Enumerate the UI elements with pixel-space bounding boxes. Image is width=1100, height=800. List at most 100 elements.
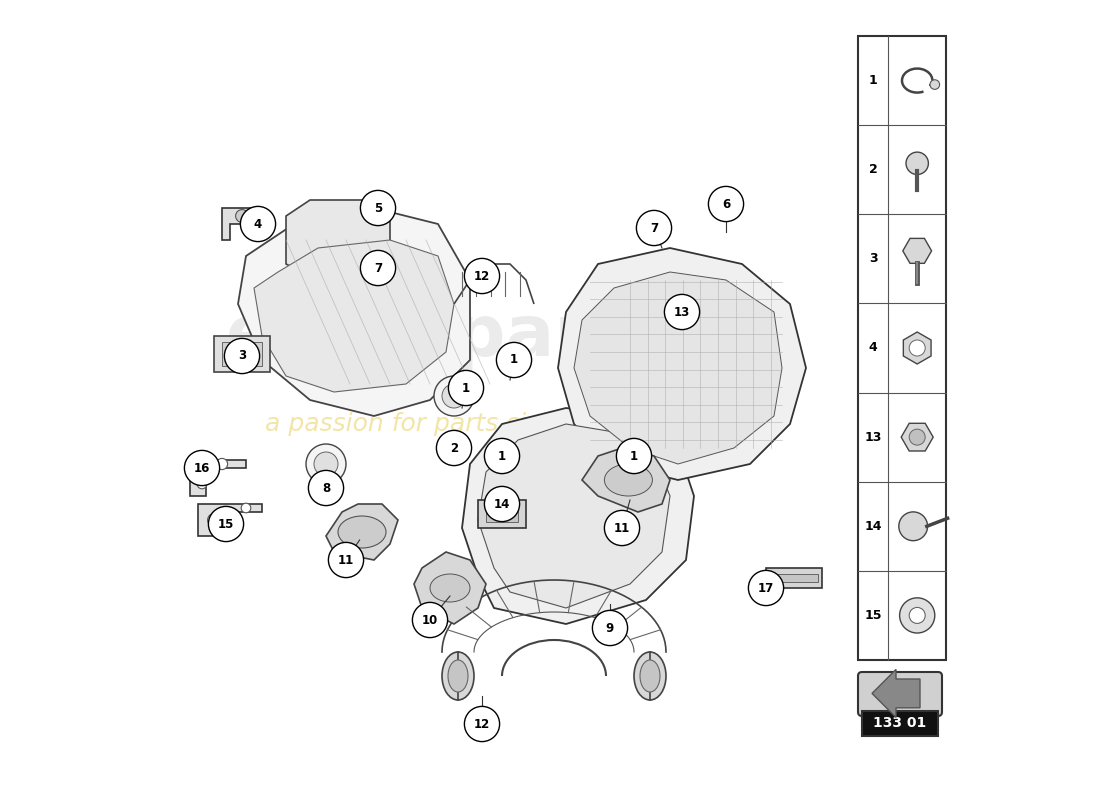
Text: eurospares: eurospares [226, 302, 682, 370]
Text: 5: 5 [374, 202, 382, 214]
FancyBboxPatch shape [858, 672, 942, 716]
Circle shape [208, 506, 243, 542]
Circle shape [437, 430, 472, 466]
Circle shape [412, 602, 448, 638]
Text: 14: 14 [494, 498, 510, 510]
Polygon shape [766, 568, 822, 588]
Circle shape [235, 210, 249, 222]
Polygon shape [903, 238, 932, 263]
Circle shape [616, 438, 651, 474]
Polygon shape [238, 208, 470, 416]
Text: a passion for parts since 1985: a passion for parts since 1985 [265, 412, 642, 436]
Circle shape [434, 376, 474, 416]
Polygon shape [326, 504, 398, 560]
Polygon shape [462, 408, 694, 624]
Text: 4: 4 [869, 342, 878, 354]
Polygon shape [574, 272, 782, 464]
Text: 8: 8 [322, 482, 330, 494]
Text: 6: 6 [722, 198, 730, 210]
Polygon shape [558, 248, 806, 480]
Circle shape [314, 452, 338, 476]
Circle shape [708, 186, 744, 222]
Circle shape [604, 510, 639, 546]
Text: 11: 11 [338, 554, 354, 566]
Circle shape [930, 80, 939, 90]
Text: 16: 16 [194, 462, 210, 474]
FancyBboxPatch shape [858, 36, 946, 660]
Ellipse shape [634, 652, 665, 700]
Circle shape [442, 384, 466, 408]
Ellipse shape [430, 574, 470, 602]
Text: 12: 12 [474, 270, 491, 282]
Polygon shape [478, 500, 526, 528]
Polygon shape [872, 670, 920, 718]
Circle shape [241, 503, 251, 513]
Text: 15: 15 [865, 609, 882, 622]
Text: 2: 2 [869, 163, 878, 176]
Ellipse shape [442, 652, 474, 700]
Ellipse shape [448, 660, 468, 692]
Polygon shape [903, 332, 931, 364]
Text: 13: 13 [865, 430, 882, 444]
Polygon shape [286, 200, 390, 276]
Polygon shape [190, 460, 246, 496]
Circle shape [361, 250, 396, 286]
Polygon shape [478, 424, 670, 608]
Text: 7: 7 [650, 222, 658, 234]
Polygon shape [414, 552, 486, 624]
Text: 9: 9 [606, 622, 614, 634]
Circle shape [224, 338, 260, 374]
Circle shape [899, 512, 927, 541]
Text: 14: 14 [865, 520, 882, 533]
Polygon shape [222, 342, 262, 366]
Circle shape [484, 438, 519, 474]
Text: 3: 3 [238, 350, 246, 362]
Polygon shape [901, 423, 933, 451]
Circle shape [185, 450, 220, 486]
Circle shape [496, 342, 531, 378]
Text: 1: 1 [498, 450, 506, 462]
Text: 13: 13 [674, 306, 690, 318]
Text: 10: 10 [422, 614, 438, 626]
Polygon shape [222, 208, 262, 240]
Circle shape [464, 258, 499, 294]
Circle shape [217, 458, 228, 470]
Polygon shape [254, 240, 454, 392]
Circle shape [329, 542, 364, 578]
Text: 1: 1 [462, 382, 470, 394]
Circle shape [197, 479, 207, 489]
Circle shape [208, 514, 220, 526]
Text: 1: 1 [510, 354, 518, 366]
Circle shape [910, 429, 925, 445]
Ellipse shape [640, 660, 660, 692]
Text: 3: 3 [869, 252, 878, 266]
Polygon shape [486, 506, 518, 522]
Circle shape [306, 444, 346, 484]
Text: 17: 17 [758, 582, 774, 594]
Text: 2: 2 [450, 442, 458, 454]
Circle shape [484, 486, 519, 522]
Circle shape [906, 152, 928, 174]
Ellipse shape [604, 464, 652, 496]
Circle shape [464, 706, 499, 742]
Circle shape [241, 206, 276, 242]
Text: 12: 12 [474, 718, 491, 730]
Circle shape [910, 607, 925, 623]
Circle shape [664, 294, 700, 330]
Polygon shape [582, 448, 670, 512]
Polygon shape [198, 504, 262, 536]
Circle shape [910, 340, 925, 356]
Circle shape [637, 210, 672, 246]
Polygon shape [214, 336, 270, 372]
Text: 4: 4 [254, 218, 262, 230]
Circle shape [748, 570, 783, 606]
Circle shape [361, 190, 396, 226]
Text: 133 01: 133 01 [873, 717, 926, 730]
Text: 1: 1 [869, 74, 878, 87]
FancyBboxPatch shape [862, 710, 938, 736]
Ellipse shape [338, 516, 386, 548]
Circle shape [449, 370, 484, 406]
Text: 1: 1 [630, 450, 638, 462]
Polygon shape [770, 574, 818, 582]
Text: 15: 15 [218, 518, 234, 530]
